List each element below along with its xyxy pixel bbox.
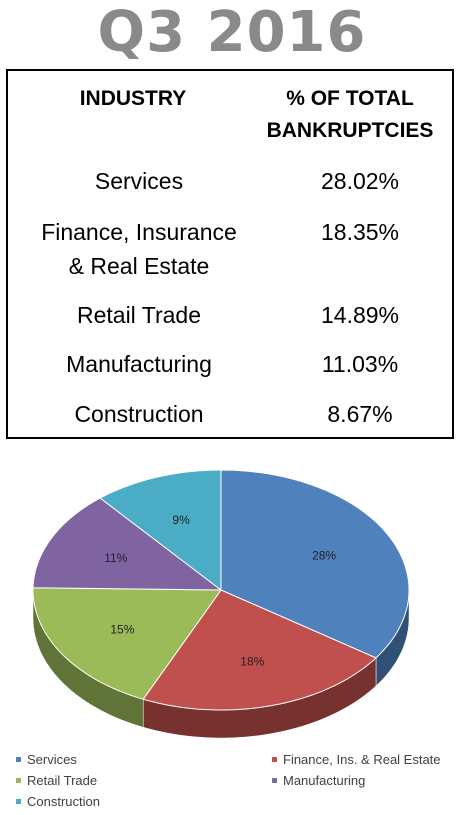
page-title: Q3 2016 <box>97 0 367 65</box>
row-3-industry: Retail Trade <box>8 298 270 332</box>
column-header-industry: INDUSTRY <box>79 87 187 110</box>
row-5-industry: Construction <box>8 397 270 431</box>
row-2-percent: 18.35% <box>320 219 399 245</box>
pie-slice-4 <box>99 469 222 592</box>
row-5-percent: 8.67% <box>327 401 393 427</box>
pie-slice-1 <box>142 589 377 711</box>
legend-item-manufacturing: Manufacturing <box>272 773 365 788</box>
legend-label-services: Services <box>27 752 77 767</box>
legend-item-services: Services <box>16 752 77 767</box>
row-3-percent: 14.89% <box>320 302 399 328</box>
row-4-industry: Manufacturing <box>8 347 270 381</box>
legend-label-retail: Retail Trade <box>27 773 98 788</box>
row-2-industry: Finance, Insurance & Real Estate <box>8 215 270 283</box>
pie-label-2: 15% <box>110 623 134 637</box>
legend-item-retail: Retail Trade <box>16 773 97 788</box>
pie-slice-3 <box>32 497 223 591</box>
row-2-industry-line1: Finance, Insurance <box>41 219 237 245</box>
legend-swatch-finance <box>272 757 277 762</box>
bankruptcy-table: INDUSTRY % OF TOTAL BANKRUPTCIES Service… <box>6 69 454 439</box>
pie-group: 28% 18% 15% 11% 9% <box>32 469 410 739</box>
row-4-industry-line1: Manufacturing <box>66 351 212 377</box>
column-header-percent-line2: BANKRUPTCIES <box>266 119 434 142</box>
pie-label-4: 9% <box>172 513 190 527</box>
pie-chart: 28% 18% 15% 11% 9% <box>32 469 410 739</box>
row-5-industry-line1: Construction <box>74 401 204 427</box>
legend-label-construction: Construction <box>27 794 100 809</box>
chart-legend: Services Finance, Ins. & Real Estate Ret… <box>0 740 464 810</box>
pie-label-3: 11% <box>104 551 127 565</box>
row-1-industry: Services <box>8 164 270 198</box>
legend-label-finance: Finance, Ins. & Real Estate <box>283 752 441 767</box>
pie-slice-2 <box>32 587 222 700</box>
row-3-industry-line1: Retail Trade <box>76 302 201 328</box>
pie-label-1: 18% <box>240 655 264 669</box>
column-header-percent-line1: % OF TOTAL <box>286 87 414 110</box>
legend-swatch-services <box>16 757 21 762</box>
legend-item-construction: Construction <box>16 794 100 809</box>
legend-item-finance: Finance, Ins. & Real Estate <box>272 752 441 767</box>
column-header-percent: % OF TOTAL BANKRUPTCIES <box>244 83 456 147</box>
legend-swatch-manufacturing <box>272 778 277 783</box>
row-1-percent: 28.02% <box>320 168 399 194</box>
legend-swatch-retail <box>16 778 21 783</box>
row-4-percent: 11.03% <box>321 351 399 377</box>
legend-swatch-construction <box>16 799 21 804</box>
row-2-industry-line2: & Real Estate <box>68 253 210 279</box>
legend-label-manufacturing: Manufacturing <box>283 773 366 788</box>
pie-slice-0 <box>220 469 410 659</box>
pie-label-0: 28% <box>312 548 336 562</box>
row-1-industry-line1: Services <box>94 168 184 194</box>
